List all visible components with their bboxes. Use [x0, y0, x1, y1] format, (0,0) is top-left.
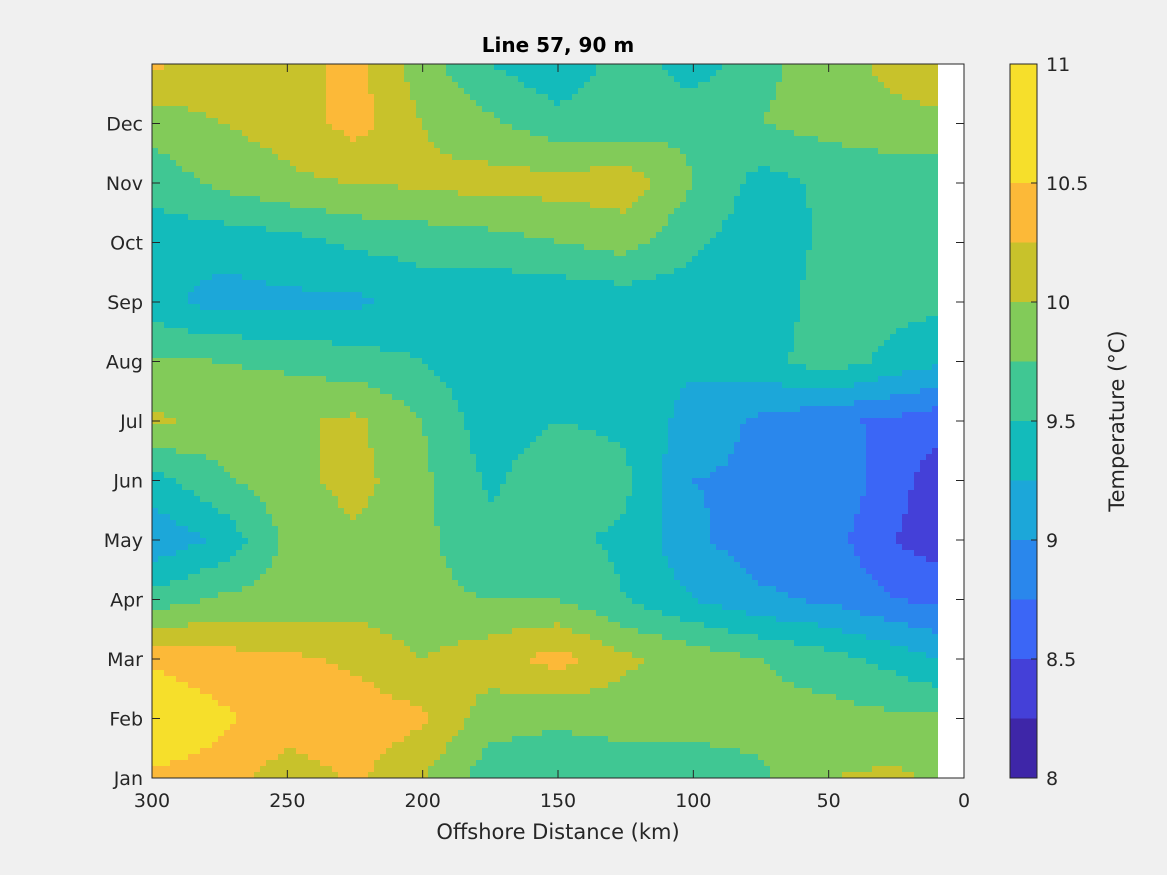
y-tick-label-jun: Jun [112, 471, 143, 493]
y-tick-label-aug: Aug [106, 352, 143, 374]
colorbar-band [1010, 361, 1037, 421]
contour-fill [152, 64, 938, 778]
x-tick-label-200: 200 [405, 790, 441, 812]
colorbar-band [1010, 123, 1037, 183]
colorbar-tick-label: 10.5 [1046, 173, 1088, 195]
y-tick-label-apr: Apr [110, 590, 143, 612]
y-tick-label-dec: Dec [106, 114, 143, 136]
colorbar: 8 8.5 9 9.5 10 10.5 11 [1009, 54, 1088, 790]
colorbar-tick-label: 11 [1046, 54, 1070, 76]
y-tick-label-mar: Mar [107, 649, 143, 671]
x-tick-label-150: 150 [540, 790, 576, 812]
colorbar-band [1010, 480, 1037, 540]
colorbar-tick-label: 9 [1046, 530, 1058, 552]
colorbar-tick-label: 10 [1046, 292, 1070, 314]
x-tick-label-0: 0 [958, 790, 970, 812]
colorbar-label: Temperature (°C) [1105, 330, 1129, 512]
y-tick-label-may: May [104, 530, 143, 552]
colorbar-tick-label: 8 [1046, 768, 1058, 790]
colorbar-band [1010, 659, 1037, 719]
colorbar-tick-label: 9.5 [1046, 411, 1076, 433]
chart-title: Line 57, 90 m [482, 33, 634, 57]
y-tick-label-oct: Oct [110, 233, 143, 255]
colorbar-tick-label: 8.5 [1046, 649, 1076, 671]
x-tick-label-100: 100 [675, 790, 711, 812]
x-tick-label-250: 250 [269, 790, 305, 812]
y-tick-label-nov: Nov [106, 173, 143, 195]
y-tick-label-sep: Sep [107, 292, 143, 314]
colorbar-band [1010, 64, 1037, 124]
x-axis: 300 250 200 150 100 50 0 [134, 64, 970, 812]
colorbar-band [1010, 242, 1037, 302]
y-tick-label-jul: Jul [119, 411, 143, 433]
x-tick-label-50: 50 [817, 790, 841, 812]
x-tick-label-300: 300 [134, 790, 170, 812]
colorbar-band [1010, 183, 1037, 243]
y-axis: Jan Feb Mar Apr May Jun Jul Aug Sep Oct Nov Dec [104, 114, 964, 790]
colorbar-band [1010, 599, 1037, 659]
colorbar-band [1010, 421, 1037, 481]
colorbar-band [1010, 540, 1037, 600]
colorbar-band [1010, 302, 1037, 362]
x-axis-label: Offshore Distance (km) [436, 820, 679, 844]
colorbar-band [1010, 718, 1037, 778]
y-tick-label-feb: Feb [109, 709, 143, 731]
y-tick-label-jan: Jan [113, 768, 143, 790]
